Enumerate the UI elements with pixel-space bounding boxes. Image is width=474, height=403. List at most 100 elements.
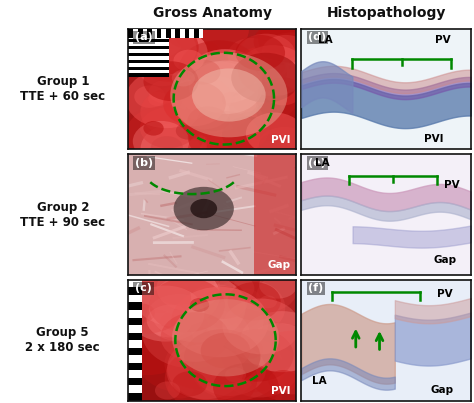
Circle shape xyxy=(140,286,178,313)
Text: Group 1
TTE + 60 sec: Group 1 TTE + 60 sec xyxy=(20,75,105,103)
Bar xyxy=(128,49,169,53)
Circle shape xyxy=(145,48,191,82)
Circle shape xyxy=(149,81,181,104)
Circle shape xyxy=(264,114,284,129)
Circle shape xyxy=(225,368,246,382)
Circle shape xyxy=(198,114,259,158)
Circle shape xyxy=(228,38,275,72)
Circle shape xyxy=(147,305,192,337)
Circle shape xyxy=(191,280,246,320)
Circle shape xyxy=(240,84,268,104)
Circle shape xyxy=(234,53,287,92)
Bar xyxy=(128,295,142,303)
Bar xyxy=(128,32,169,35)
Circle shape xyxy=(206,279,285,337)
Circle shape xyxy=(197,108,230,131)
Bar xyxy=(128,310,142,318)
Circle shape xyxy=(141,123,210,174)
Circle shape xyxy=(145,27,171,46)
Circle shape xyxy=(173,187,234,230)
Circle shape xyxy=(173,371,207,396)
Circle shape xyxy=(183,90,263,147)
Bar xyxy=(138,29,143,38)
Bar xyxy=(166,29,171,38)
Bar xyxy=(175,29,180,38)
Text: PV: PV xyxy=(437,289,453,299)
Bar xyxy=(128,35,169,39)
Circle shape xyxy=(245,323,313,373)
Text: Gap: Gap xyxy=(430,385,454,395)
Bar xyxy=(128,46,169,49)
Circle shape xyxy=(126,69,207,128)
Circle shape xyxy=(264,77,302,105)
Circle shape xyxy=(148,257,215,305)
Circle shape xyxy=(262,35,310,70)
Circle shape xyxy=(191,199,217,218)
Circle shape xyxy=(228,282,281,320)
Circle shape xyxy=(252,51,290,79)
Circle shape xyxy=(149,278,225,332)
Text: PVI: PVI xyxy=(271,135,291,145)
Bar xyxy=(128,332,142,340)
Circle shape xyxy=(136,324,231,393)
Circle shape xyxy=(239,46,286,80)
Circle shape xyxy=(240,311,324,372)
Circle shape xyxy=(210,57,280,107)
Bar xyxy=(128,355,142,363)
Circle shape xyxy=(225,303,260,328)
Text: Histopathology: Histopathology xyxy=(327,6,446,20)
Circle shape xyxy=(257,32,327,83)
Circle shape xyxy=(187,106,228,136)
Text: LA: LA xyxy=(315,158,329,168)
Circle shape xyxy=(240,380,282,403)
Bar xyxy=(128,287,142,295)
Bar xyxy=(128,73,169,77)
Bar xyxy=(194,29,199,38)
Circle shape xyxy=(173,50,204,72)
Circle shape xyxy=(192,330,274,388)
Circle shape xyxy=(167,380,194,399)
Circle shape xyxy=(264,65,304,93)
Bar xyxy=(199,29,203,38)
Circle shape xyxy=(202,287,247,319)
Circle shape xyxy=(233,96,256,112)
Circle shape xyxy=(143,121,164,136)
Text: PVI: PVI xyxy=(424,134,443,144)
Bar xyxy=(156,29,161,38)
Circle shape xyxy=(192,69,265,122)
Circle shape xyxy=(164,338,235,389)
Circle shape xyxy=(191,346,250,388)
Circle shape xyxy=(258,17,322,62)
Text: LA: LA xyxy=(319,35,333,45)
Bar xyxy=(128,318,142,325)
Bar xyxy=(128,280,142,287)
Circle shape xyxy=(161,312,229,362)
Circle shape xyxy=(223,347,285,392)
Circle shape xyxy=(143,29,208,76)
Circle shape xyxy=(134,264,220,327)
Circle shape xyxy=(193,343,266,396)
Circle shape xyxy=(236,49,303,98)
Circle shape xyxy=(185,284,246,328)
Circle shape xyxy=(188,111,260,163)
Circle shape xyxy=(259,295,277,308)
Circle shape xyxy=(142,298,240,368)
Bar xyxy=(128,363,142,370)
Circle shape xyxy=(190,311,249,354)
Circle shape xyxy=(243,48,267,65)
Text: PVI: PVI xyxy=(271,386,291,396)
Bar xyxy=(128,370,142,378)
Circle shape xyxy=(163,81,226,126)
Circle shape xyxy=(213,363,279,403)
Circle shape xyxy=(155,381,180,399)
Circle shape xyxy=(201,332,250,368)
Bar xyxy=(128,63,169,66)
Bar xyxy=(128,325,142,332)
Circle shape xyxy=(246,112,304,154)
Circle shape xyxy=(256,270,333,325)
Text: LA: LA xyxy=(311,376,326,386)
Circle shape xyxy=(232,289,260,309)
Circle shape xyxy=(236,339,263,359)
Circle shape xyxy=(121,20,199,75)
Bar xyxy=(128,386,142,393)
